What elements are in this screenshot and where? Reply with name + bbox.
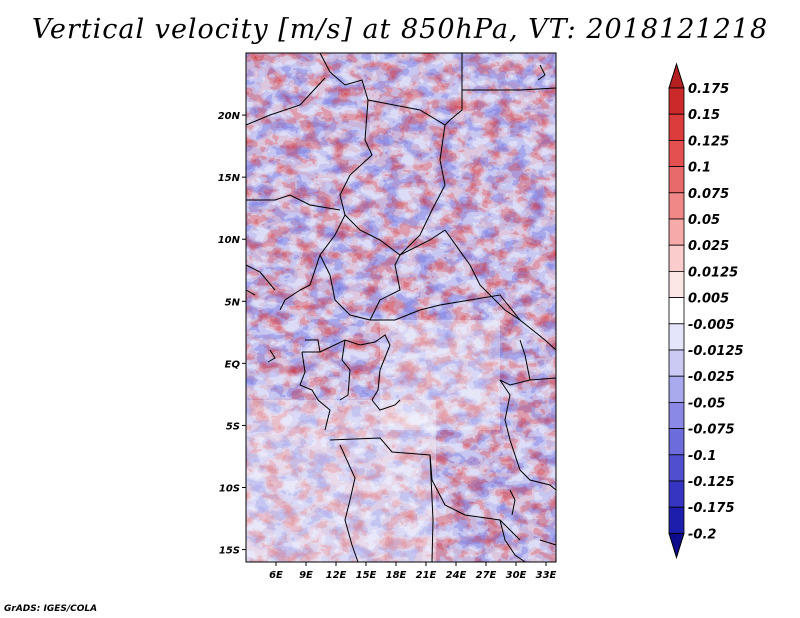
colorbar-swatch	[668, 166, 685, 194]
colorbar-swatch	[668, 218, 685, 246]
velocity-field	[246, 53, 556, 562]
colorbar-swatch	[668, 506, 685, 534]
lon-tick-label: 27E	[476, 570, 497, 581]
colorbar-label: 0.1	[688, 161, 711, 176]
colorbar-label: -0.175	[688, 501, 735, 516]
lat-tick-label: 15N	[218, 173, 241, 184]
colorbar-swatch	[668, 113, 685, 141]
colorbar-swatch	[668, 244, 685, 272]
map-frame	[245, 52, 557, 563]
lon-tick-label: 21E	[416, 570, 437, 581]
lat-tick-label: EQ	[225, 359, 241, 370]
colorbar-label: 0.175	[688, 82, 729, 97]
lat-tick-label: 5S	[226, 421, 240, 432]
lat-tick-label: 20N	[218, 111, 241, 122]
colorbar-swatch	[668, 192, 685, 220]
colorbar-swatch	[668, 323, 685, 351]
colorbar-label: 0.125	[688, 134, 729, 149]
colorbar-top-arrow	[668, 62, 685, 89]
lat-tick-label: 15S	[219, 546, 240, 557]
lat-tick-label: 10N	[218, 235, 241, 246]
colorbar-label: 0.15	[688, 108, 720, 123]
colorbar-swatch	[668, 139, 685, 167]
colorbar-swatch	[668, 375, 685, 403]
lat-tick-label: 5N	[225, 297, 241, 308]
colorbar-label: 0.075	[688, 187, 729, 202]
colorbar-label: 0.025	[688, 239, 729, 254]
lon-tick-label: 33E	[536, 570, 557, 581]
colorbar-label: -0.1	[688, 449, 716, 464]
colorbar-label: -0.0125	[688, 344, 744, 359]
colorbar-label: 0.0125	[688, 265, 738, 280]
grads-credit: GrADS: IGES/COLA	[4, 604, 98, 614]
colorbar-bottom-arrow	[668, 532, 685, 560]
colorbar-label: -0.075	[688, 423, 735, 438]
lat-tick-label: 10S	[219, 484, 240, 495]
lon-tick-label: 18E	[386, 570, 407, 581]
colorbar-label: -0.05	[688, 396, 725, 411]
colorbar-label: 0.05	[688, 213, 720, 228]
country-borders	[245, 52, 557, 563]
lon-tick-label: 15E	[356, 570, 377, 581]
colorbar-label: -0.125	[688, 475, 735, 490]
colorbar-label: 0.005	[688, 292, 729, 307]
colorbar-swatch	[668, 428, 685, 456]
lon-tick-label: 30E	[506, 570, 527, 581]
colorbar-label: -0.025	[688, 370, 735, 385]
colorbar-swatch	[668, 480, 685, 508]
lon-tick-label: 12E	[326, 570, 347, 581]
chart-title: Vertical velocity [m/s] at 850hPa, VT: 2…	[31, 14, 769, 45]
colorbar-label: -0.2	[688, 527, 716, 542]
lon-tick-label: 24E	[446, 570, 467, 581]
lon-tick-label: 6E	[269, 570, 283, 581]
colorbar-swatch	[668, 87, 685, 115]
colorbar-swatch	[668, 454, 685, 482]
colorbar-swatch	[668, 349, 685, 377]
lon-tick-label: 9E	[299, 570, 313, 581]
axis-ticks: 6E 9E 12E 15E 18E 21E 24E 27E 30E 33E 20N 15N 10N 5N E…	[218, 111, 557, 581]
colorbar-label: -0.005	[688, 318, 735, 333]
colorbar-swatch	[668, 270, 685, 298]
colorbar-swatch	[668, 297, 685, 325]
colorbar-swatch	[668, 401, 685, 429]
